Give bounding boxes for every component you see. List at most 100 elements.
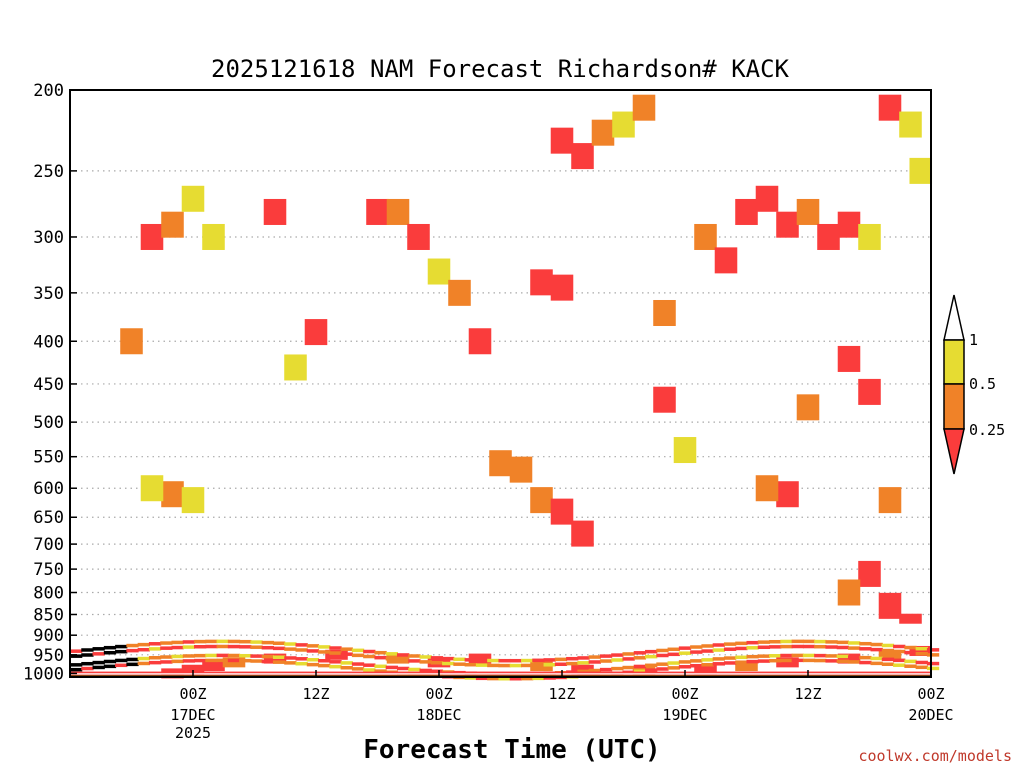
boundary-layer-cell — [870, 656, 883, 661]
boundary-layer-cell — [678, 651, 692, 655]
boundary-layer-cell — [667, 666, 680, 670]
boundary-layer-cell — [847, 660, 861, 664]
boundary-layer-cell — [836, 654, 849, 659]
x-tick-label-6: 00Z — [917, 685, 944, 703]
y-tick-label-450: 450 — [33, 375, 64, 395]
boundary-layer-cell — [599, 659, 613, 663]
boundary-layer-cell — [735, 655, 748, 660]
x-tick-label-1: 12Z — [302, 685, 329, 703]
data-cell-52 — [735, 198, 758, 225]
boundary-layer-cell — [915, 660, 928, 665]
boundary-layer-cell — [295, 648, 308, 652]
boundary-layer-cell — [509, 676, 523, 681]
boundary-layer-cell — [735, 641, 748, 646]
boundary-layer-cell — [893, 658, 906, 663]
boundary-layer-cell — [656, 667, 669, 671]
boundary-layer-cell — [566, 661, 579, 666]
boundary-layer-cell — [340, 666, 353, 670]
data-cell-58 — [858, 223, 881, 250]
boundary-layer-cell — [712, 657, 725, 661]
data-cell-24 — [140, 475, 164, 502]
boundary-layer-cell — [723, 642, 737, 646]
boundary-layer-cell — [814, 658, 827, 663]
y-tick-label-750: 750 — [33, 560, 64, 580]
data-cell-42 — [591, 119, 615, 146]
data-cell-36 — [509, 456, 533, 483]
data-cell-70 — [837, 345, 861, 372]
boundary-layer-cell — [757, 654, 771, 658]
boundary-layer-cell — [81, 653, 94, 657]
boundary-layer-cell — [408, 667, 421, 672]
boundary-layer-cell — [893, 663, 906, 667]
boundary-layer-cell — [870, 647, 883, 652]
boundary-layer-cell — [160, 655, 173, 659]
boundary-layer-cell — [194, 644, 207, 649]
data-cell-44 — [632, 94, 656, 121]
boundary-layer-cell — [81, 666, 94, 671]
boundary-layer-cell — [847, 655, 861, 659]
boundary-layer-cell — [385, 652, 398, 656]
boundary-layer-cell — [475, 663, 489, 667]
boundary-layer-cell — [475, 676, 489, 681]
data-cell-55 — [796, 198, 820, 225]
boundary-layer-cell — [859, 655, 872, 660]
boundary-layer-cell — [160, 646, 173, 650]
data-cell-39 — [571, 520, 594, 547]
boundary-layer-cell — [870, 642, 883, 647]
boundary-layer-cell — [81, 648, 94, 652]
x-tick-label-5: 12Z — [794, 685, 821, 703]
boundary-layer-cell — [464, 662, 477, 667]
boundary-layer-cell — [363, 663, 376, 667]
boundary-layer-cell — [148, 642, 162, 646]
boundary-layer-cell — [825, 654, 838, 658]
y-tick-label-400: 400 — [33, 332, 64, 352]
boundary-layer-cell — [396, 658, 410, 662]
boundary-layer-cell — [261, 645, 274, 650]
colorbar-yellow — [943, 339, 965, 385]
boundary-layer-cell — [115, 644, 128, 649]
boundary-layer-cell — [701, 644, 714, 648]
boundary-layer-cell — [701, 658, 714, 662]
boundary-layer-cell — [701, 662, 714, 667]
boundary-layer-cell — [70, 654, 83, 658]
boundary-layer-cell — [825, 645, 838, 649]
boundary-layer-cell — [329, 651, 342, 655]
boundary-layer-cell — [814, 653, 827, 658]
data-cell-65 — [878, 592, 902, 619]
boundary-layer-cell — [690, 650, 703, 654]
boundary-layer-cell — [543, 658, 556, 662]
data-cell-3 — [222, 657, 246, 668]
boundary-layer-cell — [926, 653, 940, 657]
boundary-layer-cell — [678, 646, 692, 650]
boundary-layer-cell — [306, 644, 320, 648]
boundary-layer-cell — [521, 658, 534, 663]
data-cell-71 — [858, 378, 881, 405]
y-tick-label-600: 600 — [33, 479, 64, 499]
boundary-layer-cell — [521, 676, 534, 681]
boundary-layer-cell — [272, 660, 286, 664]
boundary-layer-cell — [396, 666, 410, 671]
y-tick-label-800: 800 — [33, 584, 64, 604]
boundary-layer-cell — [588, 655, 601, 659]
data-cell-61 — [909, 157, 933, 184]
boundary-layer-cell — [374, 669, 387, 673]
boundary-layer-cell — [250, 640, 263, 644]
data-cell-56 — [817, 223, 840, 250]
y-tick-label-700: 700 — [33, 535, 64, 555]
boundary-layer-cell — [487, 658, 500, 663]
boundary-layer-cell — [408, 659, 421, 663]
data-cell-20 — [181, 185, 205, 212]
boundary-layer-cell — [881, 648, 895, 653]
boundary-layer-cell — [115, 663, 128, 668]
data-cell-29 — [366, 198, 389, 225]
data-cell-69 — [796, 394, 820, 421]
boundary-layer-cell — [904, 659, 917, 664]
boundary-layer-cell — [847, 641, 861, 645]
boundary-layer-cell — [351, 653, 365, 658]
boundary-layer-cell — [791, 639, 804, 644]
boundary-layer-cell — [261, 659, 274, 664]
boundary-layer-cell — [453, 657, 466, 662]
data-cell-57 — [837, 211, 861, 238]
boundary-layer-cell — [216, 658, 229, 663]
boundary-layer-cell — [588, 668, 601, 673]
